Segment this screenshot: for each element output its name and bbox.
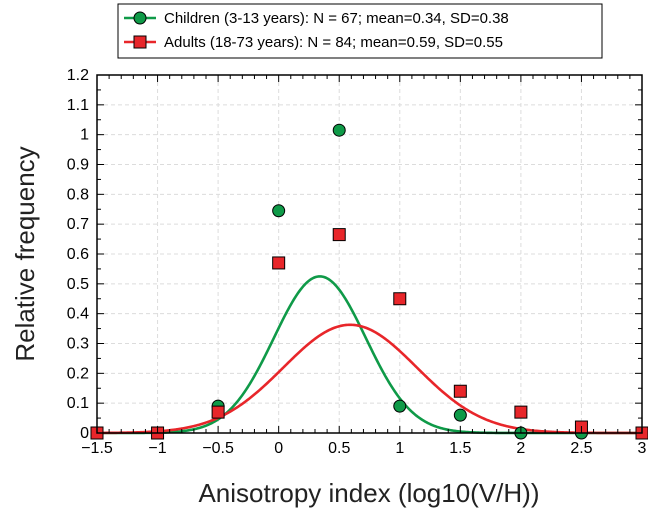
data-point (332, 123, 346, 137)
data-point (514, 405, 528, 419)
data-point (272, 256, 286, 270)
data-point (211, 405, 225, 419)
data-point (393, 292, 407, 306)
y-tick-label: 1.1 (67, 97, 89, 114)
x-tick-label: −0.5 (202, 440, 234, 457)
data-point (272, 204, 286, 218)
legend-label: Adults (18-73 years): N = 84; mean=0.59,… (164, 34, 503, 51)
x-tick-label: −1.5 (81, 440, 113, 457)
x-tick-label: 2.5 (570, 440, 592, 457)
y-tick-label: 0.7 (67, 216, 89, 233)
legend-marker (133, 11, 147, 25)
y-tick-label: 0.5 (67, 276, 89, 293)
tick-labels: −1.5 −1 −0.5 0 0.5 1 1.5 2 2.5 3 0 0.1 0.2 0.3 0.4 0.5 0… (67, 67, 647, 457)
x-tick-label: 2 (516, 440, 525, 457)
y-tick-label: 0 (80, 425, 89, 442)
y-axis-title: Relative frequency (10, 146, 40, 361)
legend: Children (3-13 years): N = 67; mean=0.34… (117, 3, 603, 59)
y-tick-label: 1.2 (67, 67, 89, 84)
y-tick-label: 0.8 (67, 186, 89, 203)
data-point (453, 408, 467, 422)
legend-box (117, 3, 603, 59)
x-tick-label: 1 (395, 440, 404, 457)
y-tick-label: 0.1 (67, 395, 89, 412)
x-axis-title: Anisotropy index (log10(V/H)) (198, 478, 539, 508)
legend-marker (133, 35, 147, 49)
y-tick-label: 0.4 (67, 306, 89, 323)
y-tick-label: 0.6 (67, 246, 89, 263)
y-tick-label: 0.9 (67, 157, 89, 174)
y-tick-label: 1 (80, 127, 89, 144)
plot-background (97, 75, 642, 433)
data-point (332, 228, 346, 242)
x-tick-label: 3 (638, 440, 647, 457)
x-tick-label: 0 (274, 440, 283, 457)
x-tick-label: −1 (148, 440, 166, 457)
x-tick-label: 1.5 (449, 440, 471, 457)
axis-ticks (96, 74, 643, 434)
fit-curve (97, 323, 642, 435)
legend-label: Children (3-13 years): N = 67; mean=0.34… (164, 10, 509, 27)
x-tick-label: 0.5 (328, 440, 350, 457)
y-tick-label: 0.2 (67, 365, 89, 382)
data-point (453, 384, 467, 398)
data-point (393, 399, 407, 413)
y-tick-label: 0.3 (67, 336, 89, 353)
